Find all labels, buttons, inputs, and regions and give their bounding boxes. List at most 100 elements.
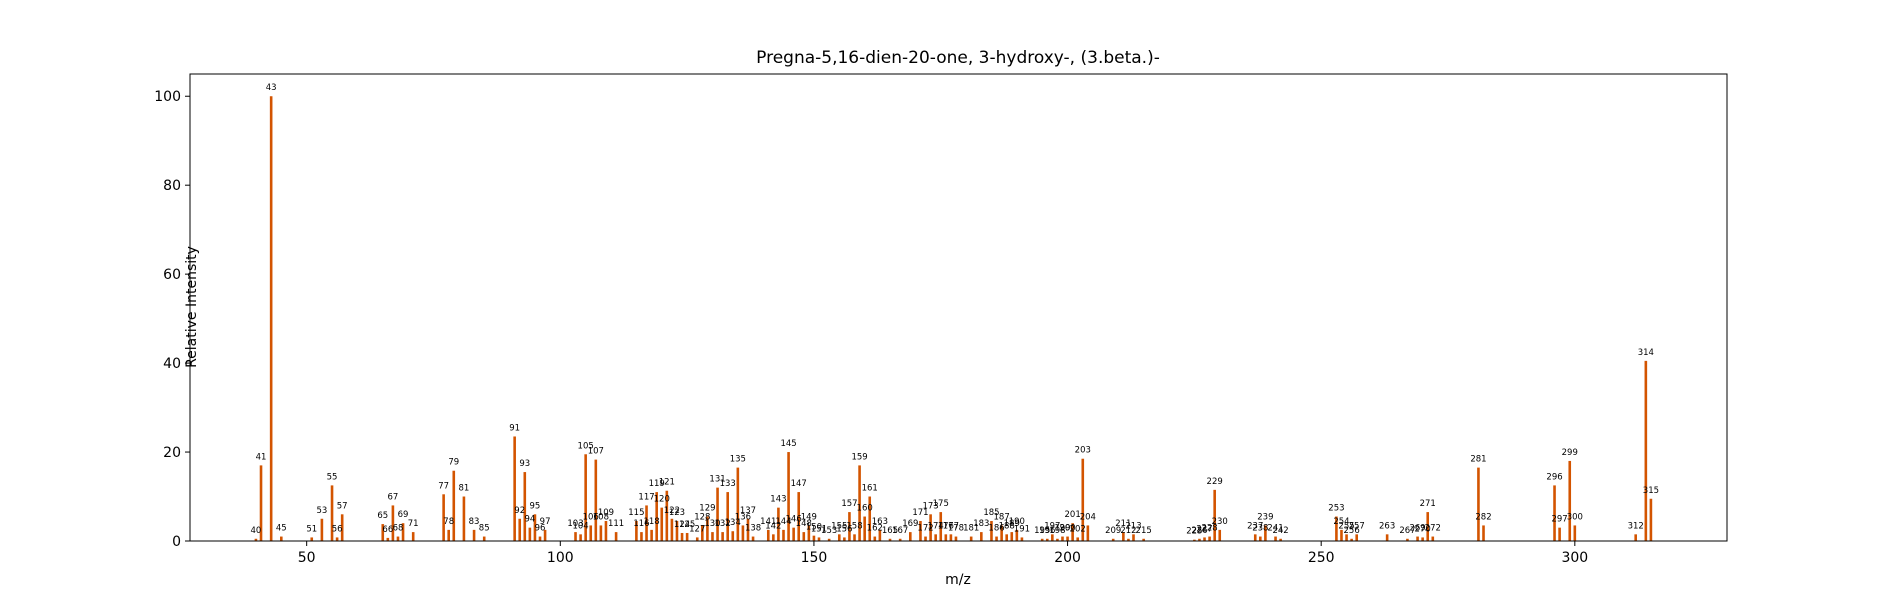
peak-label-269: 269 <box>1409 524 1425 534</box>
peak-bar-161 <box>868 496 872 541</box>
peak-label-146: 146 <box>786 515 802 525</box>
peak-label-212: 212 <box>1120 526 1136 536</box>
peak-bar-312 <box>1634 534 1637 541</box>
peak-bar-94 <box>528 527 532 541</box>
peak-label-125: 125 <box>679 520 695 530</box>
peak-label-181: 181 <box>963 524 979 534</box>
x-tick-label-250: 250 <box>1308 550 1335 566</box>
peak-label-296: 296 <box>1546 472 1562 482</box>
peak-label-254: 254 <box>1333 517 1349 527</box>
peak-bar-145 <box>787 452 790 541</box>
y-tick-label-20: 20 <box>163 445 181 461</box>
peak-bar-169 <box>909 532 912 541</box>
peak-bar-238 <box>1259 536 1262 541</box>
peak-bar-213 <box>1132 534 1135 541</box>
peak-bar-315 <box>1649 498 1653 541</box>
peak-bar-269 <box>1416 536 1419 541</box>
peak-bar-199 <box>1061 536 1064 541</box>
peak-label-105: 105 <box>578 441 594 451</box>
y-tick-label-80: 80 <box>163 178 181 194</box>
peak-bar-173 <box>929 514 932 541</box>
peak-label-196: 196 <box>1039 526 1055 536</box>
peak-label-111: 111 <box>608 519 624 529</box>
peak-bar-196 <box>1045 538 1049 541</box>
peak-bar-175 <box>939 512 943 541</box>
peak-bar-201 <box>1071 523 1074 541</box>
peak-bar-115 <box>635 520 638 541</box>
peak-bar-109 <box>604 520 608 541</box>
peak-bar-200 <box>1066 536 1069 541</box>
peak-bar-127 <box>695 537 699 541</box>
peak-bar-297 <box>1558 527 1561 541</box>
peak-label-143: 143 <box>770 495 786 505</box>
peak-label-142: 142 <box>765 521 781 531</box>
peak-label-185: 185 <box>983 508 999 518</box>
peak-label-162: 162 <box>867 524 883 534</box>
peak-label-127: 127 <box>689 524 705 534</box>
peak-bar-253 <box>1335 516 1338 541</box>
peak-bar-237 <box>1253 534 1257 541</box>
peak-bar-69 <box>401 523 405 541</box>
peak-bar-281 <box>1477 467 1480 541</box>
peak-bar-125 <box>685 532 689 541</box>
peak-label-271: 271 <box>1420 499 1436 509</box>
peak-label-189: 189 <box>1004 519 1020 529</box>
peak-bar-163 <box>878 529 882 541</box>
peak-bar-91 <box>513 436 516 541</box>
peak-bar-188 <box>1005 534 1008 541</box>
peak-bar-211 <box>1122 532 1125 541</box>
peak-bar-314 <box>1644 360 1648 541</box>
peak-bars <box>254 96 1653 542</box>
peak-bar-148 <box>802 532 806 541</box>
peak-bar-149 <box>807 525 811 541</box>
peak-label-202: 202 <box>1070 524 1086 534</box>
peak-label-56: 56 <box>332 524 343 534</box>
peak-bar-106 <box>589 525 593 541</box>
peak-bar-85 <box>482 536 486 541</box>
peak-label-129: 129 <box>699 504 715 514</box>
peak-label-175: 175 <box>933 499 949 509</box>
peak-bar-189 <box>1010 532 1014 541</box>
peak-label-300: 300 <box>1567 512 1583 522</box>
peak-label-66: 66 <box>382 525 393 535</box>
peak-label-95: 95 <box>530 501 541 511</box>
peak-bar-130 <box>711 532 714 541</box>
peak-label-225: 225 <box>1186 527 1202 537</box>
peak-label-77: 77 <box>438 481 449 491</box>
peak-bar-229 <box>1213 489 1216 541</box>
peak-bar-174 <box>934 534 937 541</box>
peak-label-204: 204 <box>1080 512 1096 522</box>
peak-label-237: 237 <box>1247 521 1263 531</box>
peak-label-226: 226 <box>1191 526 1207 536</box>
peak-bar-78 <box>447 529 450 541</box>
peak-label-41: 41 <box>256 452 267 462</box>
peak-label-107: 107 <box>588 447 604 457</box>
peak-label-215: 215 <box>1136 526 1152 536</box>
x-axis: 50 100 150 200 250 300 <box>298 541 1588 566</box>
peak-label-173: 173 <box>922 501 938 511</box>
peak-label-256: 256 <box>1344 526 1360 536</box>
peak-label-270: 270 <box>1415 524 1431 534</box>
peak-label-201: 201 <box>1065 510 1081 520</box>
peak-bar-162 <box>873 536 877 541</box>
peak-label-103: 103 <box>567 519 583 529</box>
peak-label-123: 123 <box>669 508 685 518</box>
peak-label-116: 116 <box>633 519 649 529</box>
peak-bar-67 <box>391 505 395 541</box>
peak-bar-118 <box>650 529 653 541</box>
peak-label-297: 297 <box>1551 515 1567 525</box>
peak-label-108: 108 <box>593 512 609 522</box>
peak-label-109: 109 <box>598 508 614 518</box>
x-axis-title: m/z <box>945 572 971 588</box>
peak-label-67: 67 <box>387 492 398 502</box>
peak-label-312: 312 <box>1628 521 1644 531</box>
x-tick-label-300: 300 <box>1561 550 1588 566</box>
peak-label-119: 119 <box>649 479 665 489</box>
peak-label-213: 213 <box>1125 521 1141 531</box>
peak-bar-123 <box>675 520 679 541</box>
peak-bar-56 <box>335 537 339 541</box>
peak-bar-116 <box>640 532 643 541</box>
peak-label-230: 230 <box>1212 517 1228 527</box>
peak-bar-93 <box>523 472 527 541</box>
y-tick-label-60: 60 <box>163 267 181 283</box>
